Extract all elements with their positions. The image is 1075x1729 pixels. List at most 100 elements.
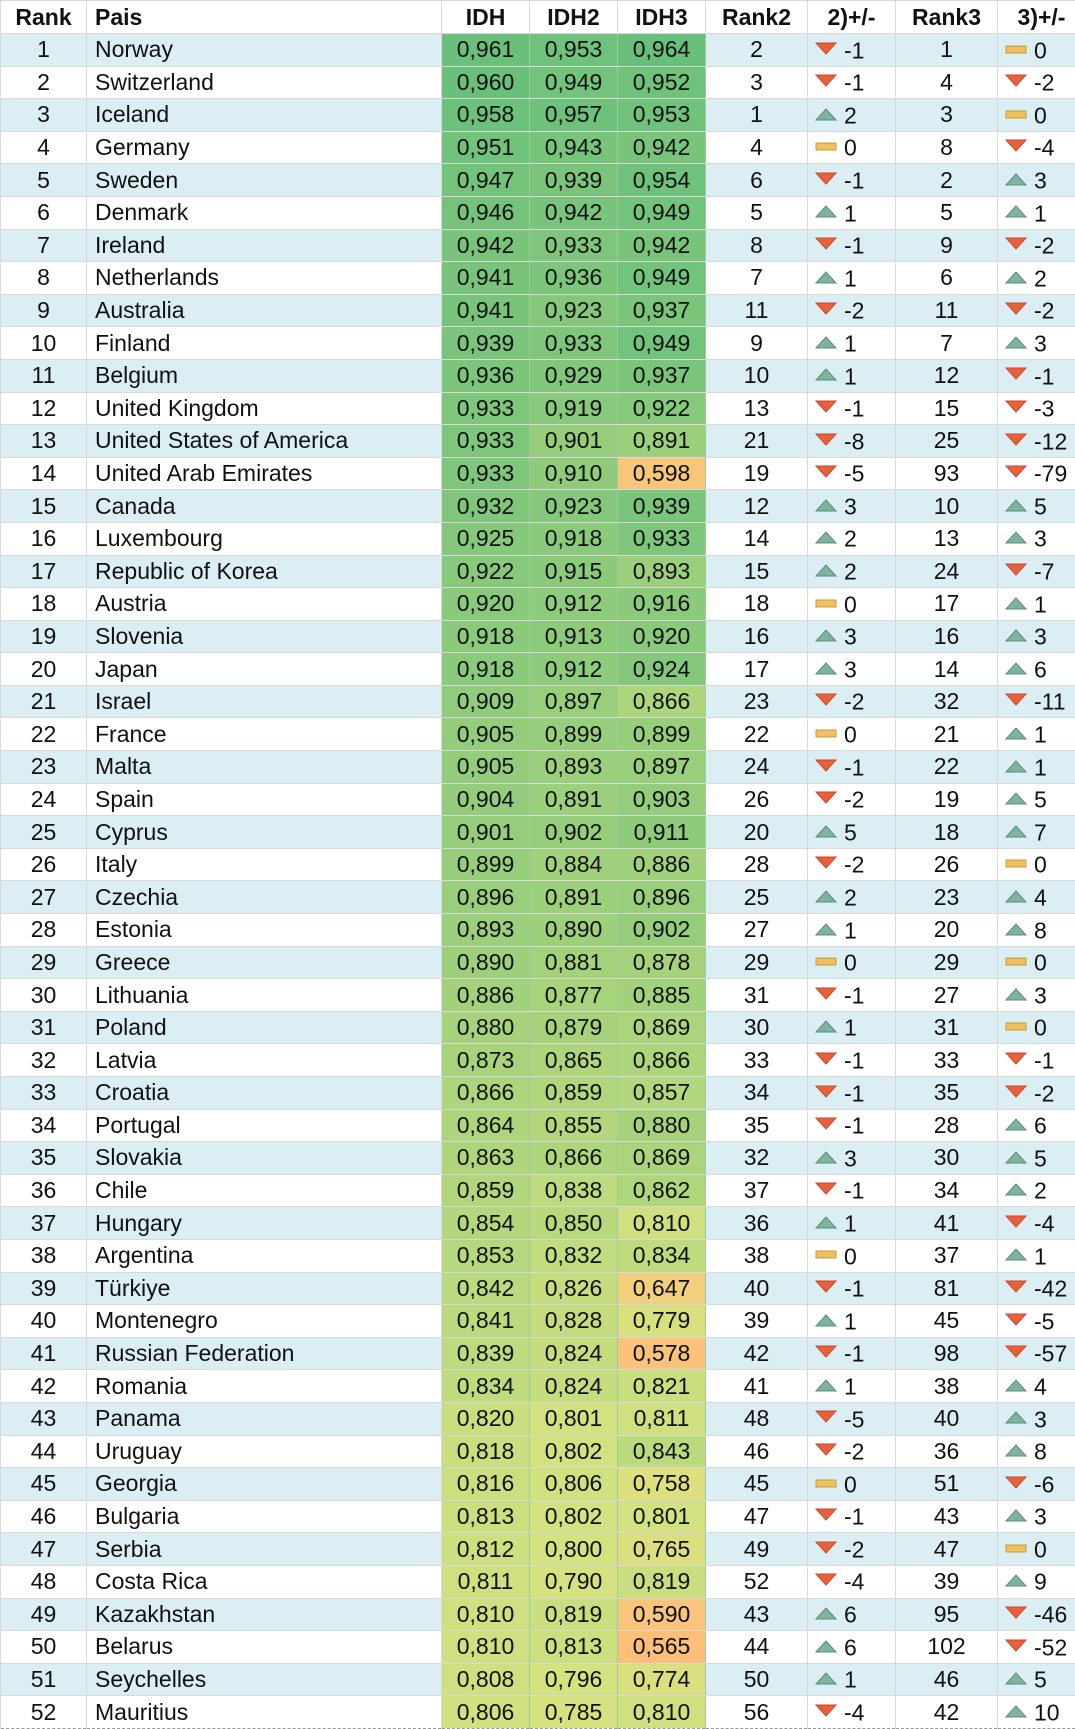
change2-cell[interactable]: 1	[808, 1011, 896, 1044]
idh-cell[interactable]: 0,818	[442, 1435, 530, 1468]
country-cell[interactable]: Ireland	[87, 229, 442, 262]
idh2-cell[interactable]: 0,912	[530, 653, 618, 686]
idh2-cell[interactable]: 0,953	[530, 34, 618, 67]
change3-cell[interactable]: 1	[998, 1239, 1075, 1272]
idh3-cell[interactable]: 0,885	[618, 979, 706, 1012]
idh-cell[interactable]: 0,806	[442, 1696, 530, 1729]
change2-cell[interactable]: -1	[808, 1500, 896, 1533]
change2-cell[interactable]: 3	[808, 490, 896, 523]
change3-cell[interactable]: -52	[998, 1631, 1075, 1664]
change2-cell[interactable]: -1	[808, 392, 896, 425]
idh2-cell[interactable]: 0,923	[530, 490, 618, 523]
rank2-cell[interactable]: 16	[706, 620, 808, 653]
rank2-cell[interactable]: 9	[706, 327, 808, 360]
idh2-cell[interactable]: 0,801	[530, 1402, 618, 1435]
idh3-cell[interactable]: 0,911	[618, 816, 706, 849]
idh2-cell[interactable]: 0,865	[530, 1044, 618, 1077]
country-cell[interactable]: Malta	[87, 751, 442, 784]
country-cell[interactable]: Lithuania	[87, 979, 442, 1012]
rank-cell[interactable]: 4	[1, 131, 87, 164]
country-cell[interactable]: Italy	[87, 848, 442, 881]
country-cell[interactable]: Spain	[87, 783, 442, 816]
rank2-cell[interactable]: 45	[706, 1468, 808, 1501]
change3-cell[interactable]: -2	[998, 294, 1075, 327]
rank2-cell[interactable]: 18	[706, 588, 808, 621]
country-cell[interactable]: Croatia	[87, 1077, 442, 1110]
rank-cell[interactable]: 35	[1, 1142, 87, 1175]
idh3-cell[interactable]: 0,878	[618, 946, 706, 979]
country-cell[interactable]: United Kingdom	[87, 392, 442, 425]
idh2-cell[interactable]: 0,796	[530, 1663, 618, 1696]
rank3-cell[interactable]: 18	[896, 816, 998, 849]
rank-cell[interactable]: 7	[1, 229, 87, 262]
rank3-cell[interactable]: 35	[896, 1077, 998, 1110]
country-cell[interactable]: Türkiye	[87, 1272, 442, 1305]
idh2-cell[interactable]: 0,957	[530, 99, 618, 132]
change2-cell[interactable]: -1	[808, 1109, 896, 1142]
idh3-cell[interactable]: 0,834	[618, 1239, 706, 1272]
rank-cell[interactable]: 6	[1, 196, 87, 229]
idh-cell[interactable]: 0,859	[442, 1174, 530, 1207]
rank3-cell[interactable]: 39	[896, 1565, 998, 1598]
idh3-cell[interactable]: 0,843	[618, 1435, 706, 1468]
rank2-cell[interactable]: 34	[706, 1077, 808, 1110]
rank3-cell[interactable]: 22	[896, 751, 998, 784]
idh3-cell[interactable]: 0,821	[618, 1370, 706, 1403]
country-cell[interactable]: Mauritius	[87, 1696, 442, 1729]
country-cell[interactable]: Georgia	[87, 1468, 442, 1501]
rank2-cell[interactable]: 14	[706, 522, 808, 555]
change3-cell[interactable]: 4	[998, 1370, 1075, 1403]
idh3-cell[interactable]: 0,880	[618, 1109, 706, 1142]
change2-cell[interactable]: 0	[808, 131, 896, 164]
idh2-cell[interactable]: 0,824	[530, 1337, 618, 1370]
change2-cell[interactable]: 5	[808, 816, 896, 849]
header-idh2[interactable]: IDH2	[530, 1, 618, 34]
change2-cell[interactable]: -1	[808, 1077, 896, 1110]
country-cell[interactable]: Seychelles	[87, 1663, 442, 1696]
rank3-cell[interactable]: 34	[896, 1174, 998, 1207]
change2-cell[interactable]: 1	[808, 1207, 896, 1240]
idh3-cell[interactable]: 0,819	[618, 1565, 706, 1598]
idh2-cell[interactable]: 0,923	[530, 294, 618, 327]
idh3-cell[interactable]: 0,922	[618, 392, 706, 425]
idh3-cell[interactable]: 0,598	[618, 457, 706, 490]
idh2-cell[interactable]: 0,879	[530, 1011, 618, 1044]
rank-cell[interactable]: 33	[1, 1077, 87, 1110]
rank2-cell[interactable]: 47	[706, 1500, 808, 1533]
change3-cell[interactable]: 3	[998, 1500, 1075, 1533]
country-cell[interactable]: United Arab Emirates	[87, 457, 442, 490]
rank3-cell[interactable]: 11	[896, 294, 998, 327]
idh-cell[interactable]: 0,863	[442, 1142, 530, 1175]
header-change2[interactable]: 2)+/-	[808, 1, 896, 34]
idh2-cell[interactable]: 0,855	[530, 1109, 618, 1142]
rank3-cell[interactable]: 102	[896, 1631, 998, 1664]
rank-cell[interactable]: 21	[1, 685, 87, 718]
change2-cell[interactable]: -1	[808, 979, 896, 1012]
rank3-cell[interactable]: 6	[896, 262, 998, 295]
idh2-cell[interactable]: 0,919	[530, 392, 618, 425]
idh2-cell[interactable]: 0,806	[530, 1468, 618, 1501]
rank-cell[interactable]: 38	[1, 1239, 87, 1272]
rank3-cell[interactable]: 93	[896, 457, 998, 490]
change2-cell[interactable]: 2	[808, 522, 896, 555]
rank2-cell[interactable]: 2	[706, 34, 808, 67]
idh-cell[interactable]: 0,918	[442, 653, 530, 686]
idh-cell[interactable]: 0,810	[442, 1598, 530, 1631]
country-cell[interactable]: Costa Rica	[87, 1565, 442, 1598]
change3-cell[interactable]: 6	[998, 653, 1075, 686]
rank3-cell[interactable]: 17	[896, 588, 998, 621]
rank-cell[interactable]: 52	[1, 1696, 87, 1729]
rank2-cell[interactable]: 52	[706, 1565, 808, 1598]
rank2-cell[interactable]: 4	[706, 131, 808, 164]
rank2-cell[interactable]: 42	[706, 1337, 808, 1370]
idh3-cell[interactable]: 0,810	[618, 1207, 706, 1240]
idh2-cell[interactable]: 0,800	[530, 1533, 618, 1566]
change3-cell[interactable]: 3	[998, 1402, 1075, 1435]
idh-cell[interactable]: 0,880	[442, 1011, 530, 1044]
change2-cell[interactable]: -1	[808, 1044, 896, 1077]
idh2-cell[interactable]: 0,901	[530, 425, 618, 458]
rank-cell[interactable]: 46	[1, 1500, 87, 1533]
idh2-cell[interactable]: 0,936	[530, 262, 618, 295]
rank-cell[interactable]: 15	[1, 490, 87, 523]
country-cell[interactable]: Poland	[87, 1011, 442, 1044]
